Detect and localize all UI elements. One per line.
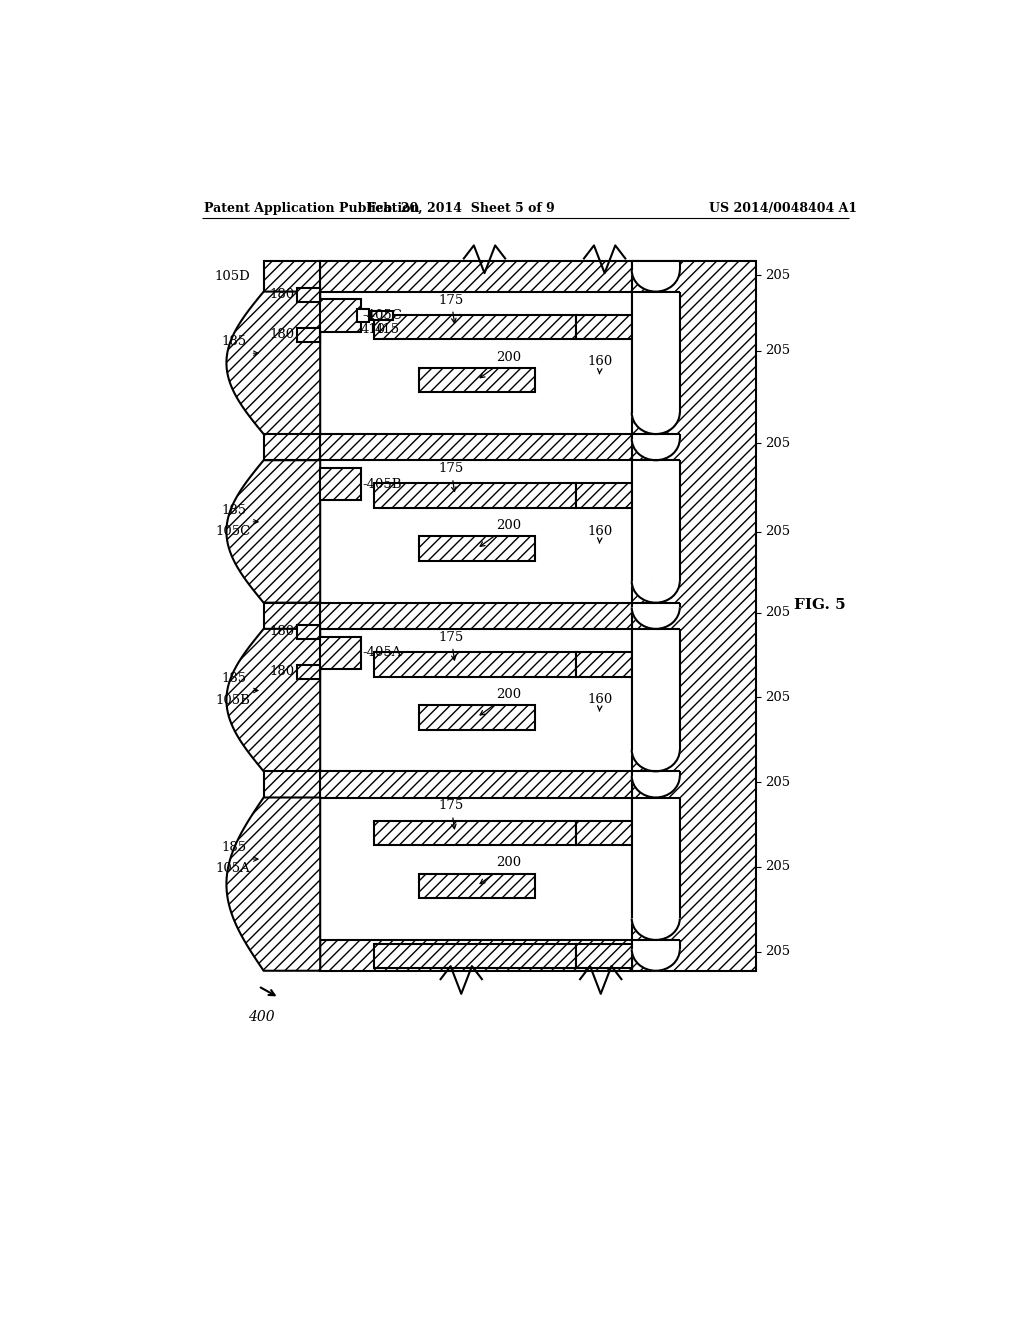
Bar (297, 665, 321, 678)
Bar (263, 434, 321, 461)
Bar (575, 652, 632, 677)
Text: 105D: 105D (215, 269, 251, 282)
Text: 180: 180 (269, 665, 295, 678)
Bar (575, 821, 632, 845)
Text: 175: 175 (438, 462, 464, 491)
Bar (632, 628, 680, 750)
Polygon shape (632, 750, 680, 771)
Bar (632, 292, 680, 412)
Bar (419, 874, 535, 899)
Bar (321, 771, 632, 797)
Text: 200: 200 (480, 857, 521, 883)
Bar (321, 636, 360, 669)
Polygon shape (632, 438, 680, 461)
Text: 205: 205 (765, 437, 791, 450)
Text: 200: 200 (480, 351, 521, 378)
Text: 205: 205 (765, 690, 791, 704)
Text: 185: 185 (221, 841, 247, 854)
Text: 410: 410 (360, 323, 386, 335)
Text: 185: 185 (221, 672, 247, 685)
Text: -405A: -405A (362, 647, 401, 659)
Text: 175: 175 (438, 631, 464, 660)
Text: 200: 200 (480, 519, 521, 546)
Bar (372, 312, 393, 321)
Text: -405B: -405B (362, 478, 401, 491)
Text: 175: 175 (438, 800, 464, 829)
Text: 205: 205 (765, 525, 791, 539)
Text: 185: 185 (221, 335, 247, 348)
Bar (375, 821, 575, 845)
Bar (321, 261, 632, 292)
Bar (632, 461, 680, 581)
Bar (321, 603, 632, 628)
Bar (419, 705, 535, 730)
Bar (632, 797, 680, 919)
Bar (297, 626, 321, 639)
Polygon shape (226, 797, 321, 970)
Text: 105A: 105A (216, 862, 251, 875)
Polygon shape (226, 461, 321, 603)
Bar (297, 288, 321, 302)
Polygon shape (226, 628, 321, 771)
Text: 160: 160 (588, 524, 612, 544)
Text: 205: 205 (765, 776, 791, 788)
Text: 180: 180 (269, 288, 295, 301)
Polygon shape (632, 271, 680, 292)
Polygon shape (632, 581, 680, 603)
Bar (575, 483, 632, 508)
Bar (632, 261, 756, 970)
Bar (321, 469, 360, 500)
Bar (356, 309, 369, 322)
Text: FIG. 5: FIG. 5 (795, 598, 846, 612)
Bar (375, 652, 575, 677)
Text: 205: 205 (765, 606, 791, 619)
Bar (575, 944, 632, 969)
Bar (632, 771, 680, 776)
Bar (297, 327, 321, 342)
Polygon shape (226, 292, 321, 434)
Text: Feb. 20, 2014  Sheet 5 of 9: Feb. 20, 2014 Sheet 5 of 9 (368, 202, 555, 215)
Bar (321, 940, 632, 970)
Text: 205: 205 (765, 269, 791, 282)
Polygon shape (632, 607, 680, 628)
Bar (419, 536, 535, 561)
Polygon shape (632, 949, 680, 970)
Text: 205: 205 (765, 861, 791, 874)
Bar (632, 603, 680, 607)
Text: Patent Application Publication: Patent Application Publication (204, 202, 420, 215)
Text: 105B: 105B (216, 693, 251, 706)
Text: 175: 175 (438, 293, 464, 323)
Text: 185: 185 (221, 504, 247, 517)
Text: 205: 205 (765, 945, 791, 958)
Bar (321, 300, 360, 331)
Text: 160: 160 (588, 693, 612, 711)
Text: 200: 200 (480, 688, 521, 715)
Text: -405C: -405C (362, 309, 402, 322)
Bar (263, 771, 321, 797)
Text: 180: 180 (269, 329, 295, 342)
Bar (632, 261, 680, 271)
Text: 415: 415 (375, 323, 399, 335)
Bar (375, 483, 575, 508)
Polygon shape (632, 412, 680, 434)
Bar (375, 314, 575, 339)
Bar (632, 940, 680, 949)
Text: 205: 205 (765, 345, 791, 358)
Bar (375, 944, 575, 969)
Bar (263, 261, 321, 292)
Bar (632, 434, 680, 438)
Text: 105C: 105C (215, 525, 251, 539)
Bar (419, 368, 535, 392)
Text: 160: 160 (588, 355, 612, 374)
Bar (575, 314, 632, 339)
Bar (263, 603, 321, 628)
Polygon shape (632, 776, 680, 797)
Text: 400: 400 (248, 1010, 274, 1024)
Text: US 2014/0048404 A1: US 2014/0048404 A1 (710, 202, 857, 215)
Text: 180: 180 (269, 626, 295, 639)
Polygon shape (632, 919, 680, 940)
Bar (321, 434, 632, 461)
